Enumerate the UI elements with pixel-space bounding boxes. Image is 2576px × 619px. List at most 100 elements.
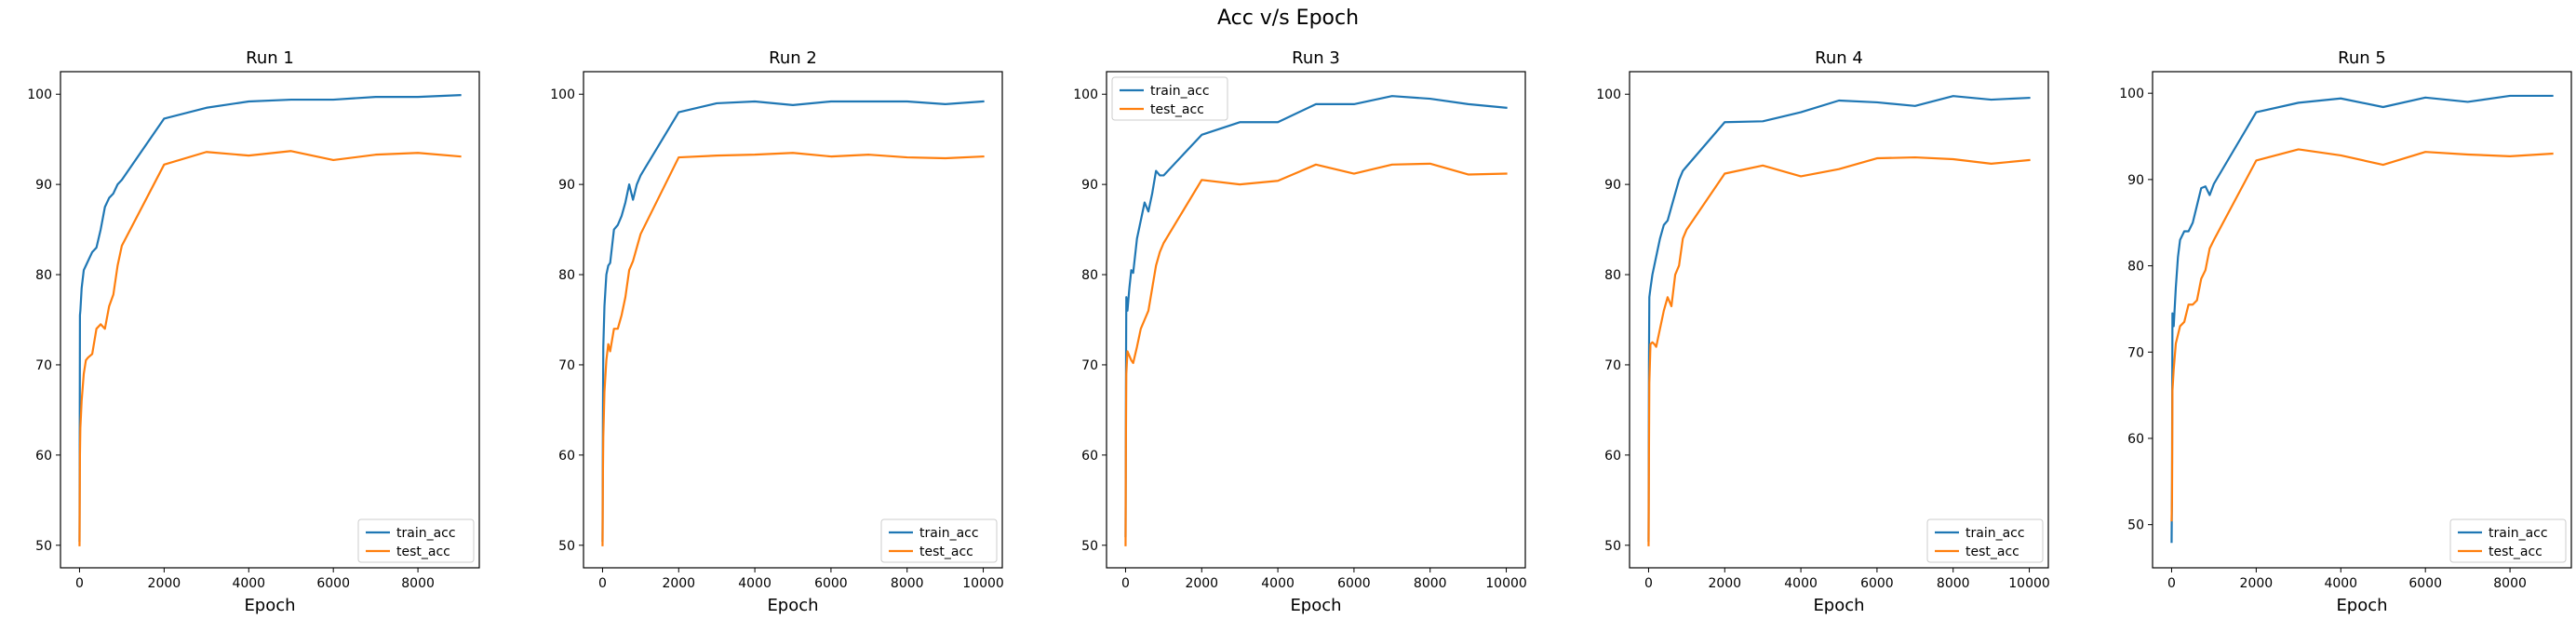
axes-frame <box>1629 71 2049 569</box>
x-tick-label: 0 <box>1644 576 1653 591</box>
y-tick-label: 70 <box>1604 358 1621 373</box>
y-tick-label: 60 <box>35 449 52 464</box>
y-tick-label: 60 <box>558 449 575 464</box>
legend-label-train_acc: train_acc <box>396 526 456 541</box>
y-tick-label: 50 <box>558 539 575 554</box>
y-tick-label: 100 <box>27 87 52 102</box>
x-axis-label: Epoch <box>2336 596 2387 615</box>
y-tick-label: 100 <box>1073 87 1098 102</box>
subplot-title: Run 5 <box>2338 48 2386 68</box>
subplot-title: Run 2 <box>769 48 817 68</box>
subplot-run-3: 0 2000 4000 6000 8000 10000 50 60 70 80 90 100 Run 3… <box>1073 48 1527 615</box>
x-tick-label: 2000 <box>2240 576 2274 591</box>
y-tick-label: 70 <box>2127 345 2144 360</box>
series-line-test_acc <box>601 152 985 546</box>
x-tick-label: 0 <box>598 576 607 591</box>
x-tick-label: 8000 <box>401 576 435 591</box>
y-tick-label: 80 <box>1081 268 1098 283</box>
y-tick-label: 80 <box>35 268 52 283</box>
x-tick-label: 0 <box>1121 576 1130 591</box>
x-tick-label: 4000 <box>1784 576 1818 591</box>
y-tick-label: 90 <box>558 178 575 193</box>
x-tick-label: 2000 <box>1185 576 1218 591</box>
x-tick-label: 8000 <box>2493 576 2527 591</box>
legend-label-test_acc: test_acc <box>919 545 973 559</box>
y-tick-label: 90 <box>1604 178 1621 193</box>
series-line-train_acc <box>1124 95 1508 538</box>
x-tick-label: 4000 <box>2324 576 2357 591</box>
x-tick-label: 6000 <box>2408 576 2442 591</box>
y-tick-label: 50 <box>1604 539 1621 554</box>
y-tick-label: 100 <box>550 87 575 102</box>
subplot-title: Run 1 <box>246 48 294 68</box>
y-tick-label: 50 <box>2127 518 2144 533</box>
y-tick-label: 90 <box>2127 173 2144 188</box>
x-tick-label: 2000 <box>662 576 695 591</box>
subplot-run-4: 0 2000 4000 6000 8000 10000 50 60 70 80 90 100 Run 4… <box>1596 48 2050 615</box>
legend-label-train_acc: train_acc <box>919 526 979 541</box>
x-axis-label: Epoch <box>244 596 295 615</box>
legend-label-train_acc: train_acc <box>2489 526 2548 541</box>
axes-frame <box>1106 71 1526 569</box>
legend: train_acc test_acc <box>357 518 475 563</box>
y-tick-label: 80 <box>2127 260 2144 275</box>
y-tick-label: 70 <box>35 358 52 373</box>
series-line-train_acc <box>601 100 985 543</box>
legend-label-test_acc: test_acc <box>1150 102 1204 117</box>
x-tick-label: 4000 <box>1261 576 1295 591</box>
x-axis-label: Epoch <box>767 596 818 615</box>
x-axis-label: Epoch <box>1813 596 1864 615</box>
axes-frame <box>60 71 480 569</box>
y-tick-label: 70 <box>1081 358 1098 373</box>
x-tick-label: 6000 <box>1860 576 1894 591</box>
y-tick-label: 100 <box>2119 87 2144 101</box>
y-tick-label: 50 <box>1081 539 1098 554</box>
subplot-run-2: 0 2000 4000 6000 8000 10000 50 60 70 80 90 100 Run 2… <box>550 48 1004 615</box>
x-tick-label: 4000 <box>738 576 771 591</box>
series-line-train_acc <box>1647 95 2031 543</box>
y-tick-label: 80 <box>1604 268 1621 283</box>
figure-title: Acc v/s Epoch <box>1217 7 1359 30</box>
x-tick-label: 8000 <box>1937 576 1970 591</box>
x-tick-label: 2000 <box>148 576 181 591</box>
legend: train_acc test_acc <box>1111 76 1228 121</box>
y-tick-label: 60 <box>1081 449 1098 464</box>
x-tick-label: 2000 <box>1708 576 1741 591</box>
subplot-title: Run 3 <box>1292 48 1340 68</box>
x-tick-label: 6000 <box>316 576 350 591</box>
x-tick-label: 6000 <box>814 576 848 591</box>
axes-frame <box>2152 71 2572 569</box>
x-axis-label: Epoch <box>1290 596 1341 615</box>
legend-label-test_acc: test_acc <box>1966 545 2019 559</box>
x-tick-label: 0 <box>2167 576 2176 591</box>
x-tick-label: 8000 <box>891 576 924 591</box>
x-tick-label: 8000 <box>1414 576 1447 591</box>
series-line-train_acc <box>2170 94 2554 544</box>
y-tick-label: 90 <box>1081 178 1098 193</box>
subplot-run-1: 0 2000 4000 6000 8000 50 60 70 80 90 100 Run 1 Epoch… <box>27 48 480 615</box>
y-tick-label: 50 <box>35 539 52 554</box>
legend-label-test_acc: test_acc <box>396 545 450 559</box>
y-tick-label: 90 <box>35 178 52 193</box>
y-tick-label: 100 <box>1596 87 1621 102</box>
y-tick-label: 80 <box>558 268 575 283</box>
y-tick-label: 70 <box>558 358 575 373</box>
series-line-train_acc <box>78 94 462 543</box>
x-tick-label: 6000 <box>1337 576 1371 591</box>
legend-label-train_acc: train_acc <box>1150 84 1210 99</box>
x-tick-label: 10000 <box>962 576 1004 591</box>
legend-label-train_acc: train_acc <box>1966 526 2025 541</box>
x-tick-label: 10000 <box>1485 576 1527 591</box>
x-tick-label: 4000 <box>232 576 265 591</box>
series-line-test_acc <box>1124 162 1508 546</box>
y-tick-label: 60 <box>1604 449 1621 464</box>
x-tick-label: 0 <box>75 576 84 591</box>
legend-label-test_acc: test_acc <box>2489 545 2542 559</box>
series-line-test_acc <box>78 150 462 546</box>
legend: train_acc test_acc <box>1926 518 2044 563</box>
legend: train_acc test_acc <box>2449 518 2567 563</box>
series-line-test_acc <box>1647 155 2031 546</box>
axes-frame <box>583 71 1003 569</box>
